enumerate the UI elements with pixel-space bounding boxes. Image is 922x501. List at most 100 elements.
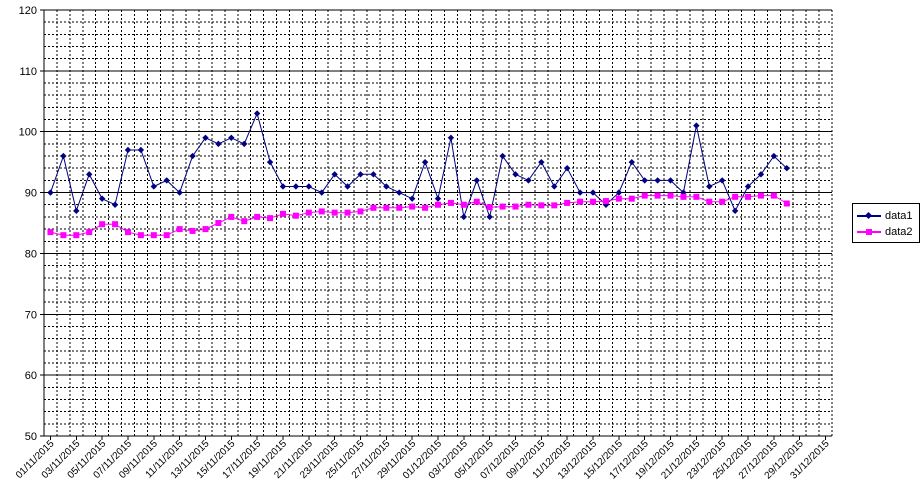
- data-point-data2: [215, 220, 222, 226]
- data-point-data2: [60, 232, 67, 239]
- data-point-data2: [628, 195, 635, 202]
- data-point-data2: [745, 193, 752, 200]
- data-point-data2: [202, 226, 209, 233]
- y-tick-label: 110: [19, 66, 37, 78]
- data-point-data2: [732, 193, 739, 200]
- data-point-data1: [512, 171, 519, 178]
- data-point-data1: [253, 110, 261, 117]
- data-point-data2: [667, 192, 674, 199]
- data-point-data1: [473, 177, 480, 184]
- data-point-data1: [215, 140, 222, 148]
- data-point-data2: [112, 221, 119, 228]
- data-point-data2: [331, 209, 338, 216]
- data-point-data2: [719, 198, 726, 205]
- data-point-data2: [357, 208, 364, 215]
- y-tick-label: 120: [19, 5, 37, 17]
- data-point-data2: [241, 218, 248, 225]
- data-point-data1: [731, 207, 739, 215]
- data-point-data2: [228, 213, 235, 220]
- data-point-data1: [189, 152, 196, 160]
- y-tick-label: 90: [25, 188, 37, 200]
- data-point-data1: [486, 213, 493, 221]
- data-point-data2: [279, 210, 286, 217]
- data-point-data1: [318, 189, 325, 196]
- data-point-data1: [525, 177, 532, 184]
- data-point-data2: [577, 198, 584, 205]
- data-point-data1: [551, 183, 558, 190]
- legend-item-data2: data2: [857, 225, 913, 239]
- data-point-data2: [499, 203, 506, 210]
- data-point-data2: [73, 232, 80, 239]
- data-point-data2: [615, 195, 622, 202]
- data-point-data1: [770, 152, 778, 160]
- data-point-data2: [538, 202, 545, 209]
- data-point-data1: [641, 177, 648, 184]
- chart-tick-labels: 506070809010011012001/11/201503/11/20150…: [14, 5, 832, 482]
- data-point-data2: [86, 229, 93, 236]
- data-point-data2: [460, 201, 467, 208]
- data-point-data2: [473, 198, 480, 205]
- data-point-data2: [344, 209, 351, 216]
- legend-swatch-data1: [857, 211, 881, 221]
- y-tick-label: 60: [25, 370, 37, 382]
- legend-swatch-data2: [857, 227, 881, 237]
- data-point-data1: [408, 195, 416, 202]
- data-point-data1: [228, 134, 235, 141]
- data-point-data2: [680, 193, 687, 200]
- data-point-data2: [292, 212, 299, 219]
- data-point-data2: [512, 203, 519, 210]
- data-point-data1: [150, 183, 158, 190]
- data-point-data2: [602, 198, 609, 205]
- data-point-data2: [783, 200, 790, 207]
- data-point-data1: [783, 165, 790, 172]
- data-point-data1: [563, 165, 571, 172]
- chart-legend: data1 data2: [852, 203, 920, 243]
- data-point-data1: [86, 171, 93, 178]
- data-point-data1: [460, 213, 468, 221]
- data-point-data2: [447, 199, 454, 206]
- data-point-data1: [305, 183, 313, 190]
- data-point-data1: [176, 189, 183, 196]
- chart-series: [47, 110, 790, 239]
- data-point-data2: [551, 202, 558, 209]
- data-point-data2: [189, 227, 196, 234]
- data-point-data1: [73, 207, 80, 215]
- data-point-data2: [150, 232, 157, 239]
- data-point-data1: [279, 183, 287, 190]
- data-point-data2: [706, 198, 713, 205]
- data-point-data1: [706, 183, 713, 190]
- data-point-data2: [693, 193, 700, 200]
- data-point-data1: [241, 140, 248, 148]
- data-point-data1: [111, 201, 119, 208]
- y-tick-label: 100: [19, 127, 37, 139]
- data-point-data2: [757, 192, 764, 199]
- series-line-data1: [50, 111, 788, 219]
- data-point-data1: [589, 189, 597, 196]
- data-point-data1: [615, 189, 623, 196]
- data-point-data1: [396, 189, 403, 196]
- data-point-data2: [124, 229, 131, 236]
- data-point-data1: [628, 158, 635, 166]
- data-point-data1: [60, 152, 67, 160]
- data-point-data1: [757, 171, 765, 178]
- data-point-data1: [744, 183, 752, 190]
- data-point-data1: [447, 134, 455, 141]
- data-point-data2: [486, 204, 493, 211]
- data-point-data1: [202, 134, 209, 141]
- chart-axes: [40, 9, 832, 440]
- data-point-data1: [137, 146, 145, 154]
- y-tick-label: 80: [25, 248, 37, 260]
- data-point-data1: [538, 158, 545, 166]
- data-point-data2: [770, 192, 777, 199]
- data-point-data2: [318, 208, 325, 215]
- data-point-data1: [266, 158, 274, 166]
- y-tick-label: 70: [25, 309, 37, 321]
- data-point-data1: [421, 158, 429, 166]
- data-point-data2: [267, 215, 274, 222]
- data-point-data2: [396, 204, 403, 211]
- data-point-data2: [590, 198, 597, 205]
- data-point-data2: [305, 209, 312, 216]
- data-point-data1: [370, 171, 377, 178]
- data-point-data2: [383, 204, 390, 211]
